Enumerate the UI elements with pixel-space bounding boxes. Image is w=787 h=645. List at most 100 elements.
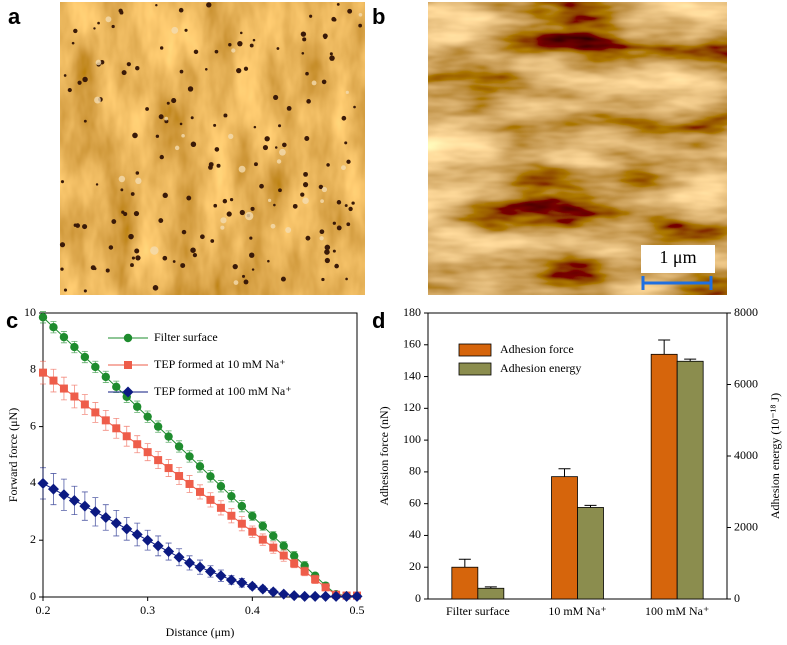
error-bar bbox=[584, 504, 597, 508]
data-point bbox=[59, 332, 69, 342]
afm-speck bbox=[171, 26, 179, 34]
panel-label: b bbox=[372, 4, 385, 29]
data-point bbox=[278, 588, 290, 600]
afm-pit bbox=[259, 183, 264, 189]
data-point bbox=[91, 408, 100, 417]
afm-pit bbox=[336, 225, 342, 231]
data-point bbox=[39, 368, 47, 377]
y2-tick-label: 0 bbox=[734, 591, 740, 605]
afm-pit bbox=[214, 49, 219, 54]
afm-pit bbox=[282, 142, 287, 148]
afm-pit bbox=[162, 192, 168, 199]
afm-pit bbox=[159, 46, 164, 50]
afm-speck bbox=[220, 217, 227, 224]
afm-pit bbox=[190, 247, 196, 253]
y-tick-label: 4 bbox=[30, 475, 36, 489]
afm-pit bbox=[181, 229, 187, 235]
afm-pit bbox=[200, 234, 205, 240]
data-point bbox=[279, 551, 288, 560]
afm-pit bbox=[179, 69, 184, 74]
data-point bbox=[38, 313, 48, 322]
afm-speck bbox=[164, 116, 169, 121]
data-point bbox=[133, 402, 142, 411]
afm-pit bbox=[302, 37, 307, 42]
data-point bbox=[49, 376, 58, 385]
afm-pits bbox=[59, 2, 363, 293]
data-point bbox=[215, 570, 227, 582]
afm-speck bbox=[320, 199, 324, 203]
data-point bbox=[152, 540, 164, 552]
afm-pit bbox=[300, 31, 307, 37]
afm-pit bbox=[134, 248, 140, 254]
afm-pit bbox=[208, 165, 213, 170]
afm-pit bbox=[83, 289, 87, 293]
data-point bbox=[59, 384, 68, 393]
data-point bbox=[320, 590, 332, 602]
afm-pit bbox=[184, 28, 188, 32]
afm-speck bbox=[345, 90, 349, 94]
afm-pit bbox=[192, 253, 198, 258]
panel-label: c bbox=[6, 308, 18, 333]
afm-pit bbox=[213, 203, 218, 208]
afm-speck bbox=[341, 165, 346, 171]
y-tick-label: 6 bbox=[30, 418, 36, 432]
afm-pit bbox=[135, 171, 140, 175]
x-tick-label: 0.2 bbox=[36, 603, 51, 617]
afm-pit bbox=[273, 94, 279, 100]
data-point bbox=[248, 527, 257, 536]
afm-pit bbox=[353, 105, 356, 109]
afm-pit bbox=[321, 277, 325, 282]
afm-speck bbox=[311, 80, 317, 86]
legend-marker bbox=[123, 333, 133, 343]
afm-pit bbox=[130, 192, 135, 196]
afm-pit bbox=[206, 2, 212, 8]
afm-pit bbox=[249, 236, 253, 240]
afm-pit bbox=[319, 229, 325, 235]
data-point bbox=[279, 541, 288, 551]
data-point bbox=[311, 575, 320, 584]
data-point bbox=[101, 372, 111, 382]
data-point bbox=[216, 503, 225, 512]
afm-pit bbox=[210, 239, 215, 243]
afm-pit bbox=[251, 268, 255, 271]
afm-pit bbox=[73, 223, 78, 227]
afm-pit bbox=[172, 260, 176, 263]
data-point bbox=[330, 590, 342, 602]
afm-pit bbox=[324, 249, 330, 255]
afm-pit bbox=[232, 264, 238, 270]
afm-pit bbox=[82, 76, 88, 83]
y-tick-label: 0 bbox=[30, 589, 36, 603]
afm-pit bbox=[59, 242, 66, 248]
afm-pit bbox=[111, 219, 117, 224]
x-tick-label: 0.3 bbox=[140, 603, 155, 617]
data-point bbox=[100, 511, 112, 523]
afm-pit bbox=[133, 210, 140, 217]
y-tick-label: 80 bbox=[409, 464, 421, 478]
data-point bbox=[49, 323, 58, 332]
afm-pit bbox=[262, 144, 269, 151]
afm-pit bbox=[292, 203, 298, 209]
data-point bbox=[122, 432, 131, 441]
afm-pit bbox=[309, 14, 313, 18]
data-point bbox=[184, 557, 196, 569]
afm-pit bbox=[334, 263, 339, 269]
afm-pit bbox=[332, 249, 336, 253]
afm-pit bbox=[329, 55, 335, 61]
afm-pit bbox=[249, 43, 254, 48]
afm-pit bbox=[216, 163, 221, 168]
data-point bbox=[174, 442, 184, 451]
afm-pit bbox=[121, 210, 125, 214]
data-point bbox=[91, 362, 100, 372]
y-tick-label: 0 bbox=[415, 591, 421, 605]
afm-speck bbox=[267, 198, 272, 202]
panel-label: d bbox=[372, 308, 385, 333]
afm-speck bbox=[94, 96, 101, 104]
data-point bbox=[110, 517, 122, 529]
afm-pit bbox=[93, 27, 96, 30]
afm-pit bbox=[145, 107, 149, 111]
bar bbox=[650, 353, 678, 600]
x-tick-label: Filter surface bbox=[446, 604, 510, 618]
data-point bbox=[175, 472, 184, 481]
afm-speck bbox=[220, 225, 225, 230]
afm-speck bbox=[181, 133, 185, 138]
